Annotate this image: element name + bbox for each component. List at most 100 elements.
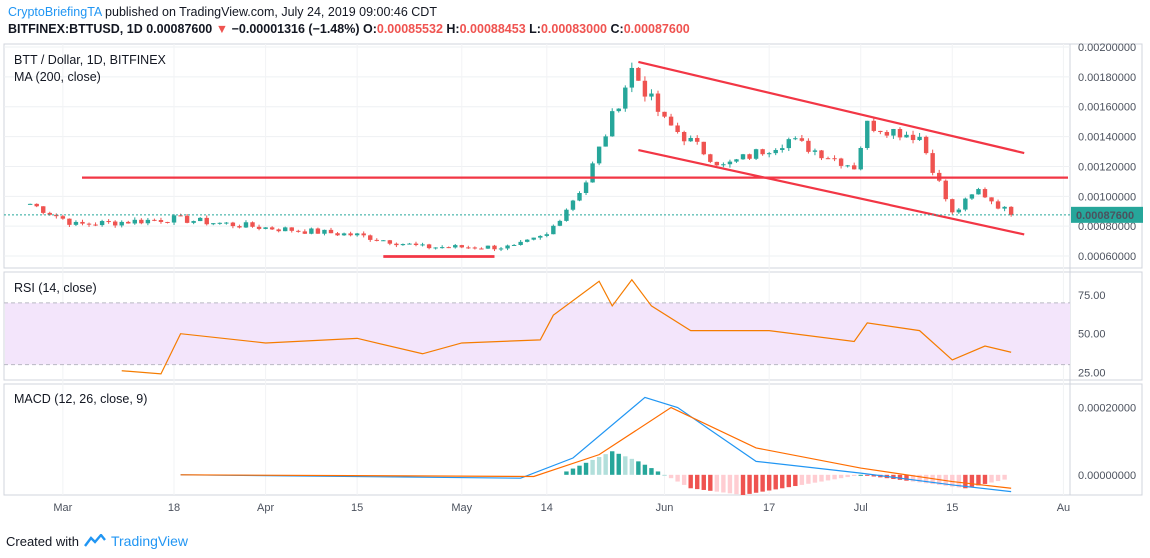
candle-body: [132, 219, 137, 224]
candle-body: [283, 227, 288, 232]
candle-body: [191, 221, 196, 223]
macd-tick-label: 0.00020000: [1078, 403, 1136, 415]
change-value: −0.00001316 (−1.48%): [231, 22, 360, 36]
candle-body: [524, 239, 530, 242]
pane-frame-0: [3, 43, 1143, 269]
macd-line: [180, 396, 1012, 493]
candle-body: [819, 150, 824, 159]
candle-body: [126, 221, 131, 224]
candle-body: [976, 189, 981, 195]
macd-histogram-bar: [806, 474, 811, 484]
candle-body: [230, 222, 236, 227]
open-value: 0.00085532: [376, 22, 443, 36]
macd-histogram-bar: [851, 474, 857, 476]
candle-body: [995, 201, 1001, 209]
candle-body: [734, 159, 739, 162]
candle-body: [982, 189, 988, 198]
time-tick-label: Jun: [656, 502, 674, 514]
candle-body: [786, 139, 791, 149]
candle-body: [636, 67, 641, 81]
channel-upper-line: [638, 60, 1025, 155]
rsi-tick-label: 25.00: [1078, 367, 1106, 379]
rsi-line: [121, 278, 1012, 375]
candle-body: [989, 197, 994, 202]
candle-body: [923, 136, 929, 154]
tradingview-logo-icon: [84, 534, 106, 547]
candle-body: [145, 219, 151, 224]
macd-histogram-bar: [564, 471, 569, 475]
ma-indicator-label: MA (200, close): [14, 70, 101, 84]
candle-body: [551, 225, 556, 235]
candle-body: [407, 243, 412, 245]
macd-histogram-bar: [930, 474, 935, 485]
candle-body: [485, 245, 491, 249]
candle-body: [243, 222, 249, 228]
candle-body: [544, 234, 550, 236]
candle-body: [99, 221, 105, 226]
candle-body: [780, 148, 785, 150]
candle-body: [668, 116, 674, 126]
candle-body: [740, 154, 746, 160]
macd-histogram-bar: [917, 474, 922, 483]
macd-histogram-bar: [623, 456, 628, 475]
candle-body: [963, 198, 968, 210]
candle-body: [904, 134, 909, 138]
candle-body: [950, 199, 955, 213]
time-tick-label: May: [451, 502, 472, 514]
candle-body: [1002, 206, 1007, 209]
candle-body: [453, 245, 458, 248]
macd-histogram-bar: [642, 464, 648, 475]
high-label: H:: [446, 22, 460, 36]
macd-histogram-bar: [668, 474, 674, 479]
candle-body: [845, 165, 850, 167]
candle-body: [171, 215, 177, 223]
candle-body: [649, 93, 654, 97]
macd-title: MACD (12, 26, close, 9): [14, 392, 147, 406]
macd-histogram-bar: [603, 454, 608, 475]
signal-line: [180, 406, 1012, 489]
candle-body: [446, 247, 451, 249]
rsi-tick-label: 50.00: [1078, 329, 1106, 341]
macd-histogram-bar: [649, 468, 654, 475]
macd-histogram-bar: [773, 474, 778, 490]
candle-body: [610, 111, 615, 137]
macd-histogram-bar: [629, 458, 635, 475]
candle-body: [400, 244, 406, 246]
candle-body: [322, 229, 327, 234]
candle-body: [583, 182, 589, 194]
candle-body: [413, 243, 419, 246]
time-tick-label: 15: [946, 502, 958, 514]
candle-body: [80, 221, 85, 224]
candle-body: [956, 209, 962, 213]
candle-body: [184, 215, 190, 223]
macd-histogram-bar: [766, 474, 772, 491]
price-tick-label: 0.00080000: [1078, 221, 1136, 233]
candle-body: [701, 141, 706, 155]
author-link[interactable]: CryptoBriefingTA: [8, 5, 102, 19]
macd-histogram-bar: [858, 474, 863, 476]
time-tick-label: Mar: [53, 502, 72, 514]
candle-body: [538, 235, 543, 238]
candle-body: [564, 209, 569, 221]
macd-histogram-bar: [825, 474, 831, 481]
price-tick-label: 0.00100000: [1078, 191, 1136, 203]
candle-body: [47, 212, 52, 215]
channel-lower-line: [638, 148, 1025, 236]
candle-body: [793, 138, 798, 140]
macd-histogram-bar: [675, 474, 680, 482]
candle-body: [217, 222, 223, 224]
candle-body: [269, 227, 275, 230]
candle-body: [577, 193, 582, 201]
candle-body: [871, 120, 877, 131]
candle-body: [773, 149, 778, 154]
macd-histogram-bar: [897, 474, 903, 480]
candle-body: [309, 228, 314, 234]
pane-frame-1: [3, 271, 1143, 381]
price-tick-label: 0.00180000: [1078, 72, 1136, 84]
tradingview-brand[interactable]: TradingView: [110, 533, 189, 549]
candle-body: [727, 161, 733, 165]
candle-body: [361, 233, 366, 236]
macd-histogram-bar: [982, 474, 988, 484]
candle-body: [812, 150, 818, 152]
